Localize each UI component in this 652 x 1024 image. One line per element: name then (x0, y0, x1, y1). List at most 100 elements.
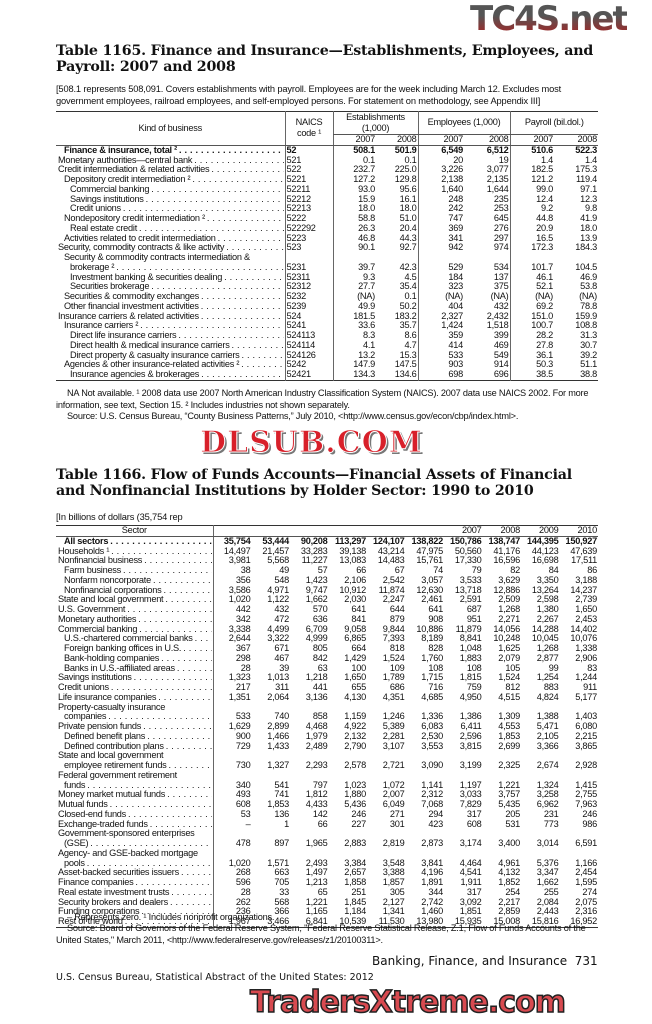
cell-value: 311 (275, 683, 289, 692)
cell-value: 1,760 (421, 653, 443, 663)
cell-value: 5,435 (498, 800, 520, 809)
cell-value: 3,384 (344, 858, 366, 868)
cell-value: 4,351 (382, 692, 405, 702)
cell-value: 4,824 (536, 692, 559, 702)
cell-value: 2,443 (536, 907, 559, 917)
cell-value: 1,327 (267, 761, 289, 770)
cell-value: 1,640 (417, 184, 464, 195)
cell-value: 47,639 (570, 546, 597, 556)
dot-leader (200, 849, 212, 859)
cell-value: 797 (312, 780, 328, 790)
cell-value (212, 702, 252, 713)
row-label: Mutual funds (56, 800, 213, 810)
publication-credit: U.S. Census Bureau, Statistical Abstract… (56, 972, 374, 983)
cell-value: 914 (493, 360, 509, 370)
row-label-wrap: Defined contribution plans (57, 742, 212, 752)
row-label-wrap: Security brokers and dealers (57, 898, 212, 908)
cell-value: 12.3 (580, 194, 597, 204)
cell-value: 1.4 (584, 155, 597, 165)
cell-value: 1,911 (460, 878, 482, 887)
row-label: Credit unions (56, 683, 213, 693)
row-label-text: Defined contribution plans (64, 741, 164, 751)
table-row: Rest of the world 1,967 3,466 6,841 10,539 11… (56, 917, 598, 928)
cell-value: 12.4 (509, 194, 554, 205)
row-label: Banks in U.S.-affiliated areas (56, 664, 213, 674)
dot-leader (183, 644, 211, 654)
cell-value: 1,323 (212, 673, 252, 683)
cell-value: 2,271 (498, 614, 520, 624)
cell-value: 28 (212, 663, 252, 674)
row-label: Defined contribution plans (56, 742, 213, 752)
table-row: Securities & commodity exchanges5232(NA)… (56, 292, 598, 302)
cell-value: 137 (493, 272, 509, 282)
cell-value: 636 (312, 614, 328, 624)
page-number: 731 (574, 954, 598, 968)
row-label: Nonfinancial business (56, 556, 213, 566)
row-label-text: Nonfarm noncorporate (64, 575, 151, 585)
cell-value: 46.8 (332, 233, 376, 244)
cell-value: 8,189 (421, 634, 443, 644)
row-label-text: Finance & insurance, total ² (64, 145, 177, 155)
row-label-wrap: Mutual funds (57, 800, 212, 810)
cell-value: 1,023 (344, 780, 366, 790)
cell-value: 9,844 (382, 624, 405, 634)
table-row: Other financial investment activities 523… (56, 301, 598, 312)
cell-value (417, 253, 464, 263)
row-label-text: Life insurance companies (58, 692, 157, 702)
table-row: State and local government 1,020 1,122 1,66… (56, 595, 598, 605)
cell-value: 1,380 (536, 605, 559, 614)
table-row: Mutual funds 608 1,853 4,433 5,436 6,049 7,068… (56, 800, 598, 810)
cell-value: 570 (312, 605, 328, 614)
cell-value: 548 (274, 575, 289, 585)
table-1165-title: Table 1165. Finance and Insurance—Establ… (56, 43, 594, 75)
year-header: 2010 (559, 525, 598, 537)
cell-value: 86 (587, 566, 597, 575)
cell-value: 2,644 (212, 634, 252, 644)
cell-value: 493 (212, 790, 252, 800)
cell-value: 4.5 (404, 272, 417, 282)
cell-value: 7,829 (459, 800, 482, 809)
cell-value: 3,258 (536, 790, 559, 800)
dot-leader (144, 556, 211, 566)
cell-value (560, 829, 599, 839)
row-label: Nondepository credit intermediation ² (56, 214, 285, 224)
cell-value: 7,393 (382, 634, 405, 644)
row-label-wrap: Exchange-traded funds (57, 820, 212, 830)
table-row: Farm business 38 49 57 66 67 74 79 82 84 86 (56, 566, 598, 576)
cell-value: 172.3 (509, 243, 554, 253)
table-row: Monetary authorities—central bank5210.10… (56, 155, 598, 166)
cell-value: 1,415 (575, 780, 597, 790)
cell-value: (NA) (332, 292, 376, 302)
dot-leader (143, 722, 211, 732)
cell-value: 65 (317, 887, 328, 897)
cell-value: 818 (389, 644, 405, 653)
row-label-wrap: Defined benefit plans (57, 732, 212, 742)
cell-value: 1,020 (212, 595, 252, 605)
cell-value: 105 (505, 663, 520, 673)
cell-value: 14,288 (531, 624, 559, 634)
row-label: Credit intermediation & related activiti… (56, 165, 285, 175)
cell-value: 6,549 (417, 145, 464, 156)
cell-value: 1,858 (344, 878, 366, 887)
row-label: U.S. Government (56, 605, 213, 615)
cell-value: 43,214 (377, 546, 405, 556)
cell-value: 93.0 (332, 184, 376, 195)
table-row: State and local government (56, 751, 598, 761)
cell-value: 1,244 (575, 673, 597, 683)
row-label-wrap: U.S. Government (57, 605, 212, 615)
cell-value: 8.6 (404, 331, 417, 340)
row-label-wrap: funds (57, 781, 212, 791)
cell-value: 151.0 (509, 311, 554, 322)
row-label-wrap: Insurance agencies & brokerages (57, 370, 284, 380)
cell-value: 15,761 (416, 556, 443, 566)
cell-value: 900 (212, 731, 252, 742)
page-footer-section: Banking, Finance, and Insurance 731 (372, 954, 598, 968)
cell-value: 2,079 (498, 653, 520, 663)
cell-value (406, 751, 445, 761)
row-label-text: State and local government (58, 751, 164, 761)
cell-value: 13,980 (416, 917, 443, 926)
dot-leader (116, 263, 283, 273)
cell-value: 2,247 (382, 595, 405, 605)
cell-value: 251 (351, 887, 366, 897)
cell-value: 41.9 (580, 214, 597, 223)
